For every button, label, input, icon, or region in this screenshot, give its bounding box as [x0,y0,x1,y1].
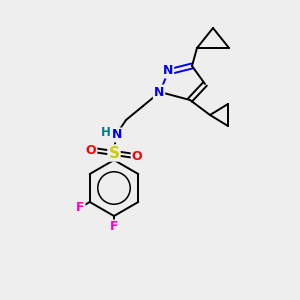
Text: F: F [110,220,118,233]
Text: N: N [163,64,173,77]
Text: F: F [76,201,85,214]
Text: H: H [101,127,111,140]
Text: S: S [109,146,119,160]
Text: N: N [112,128,122,142]
Text: N: N [154,85,164,98]
Text: O: O [86,143,96,157]
Text: O: O [132,149,142,163]
